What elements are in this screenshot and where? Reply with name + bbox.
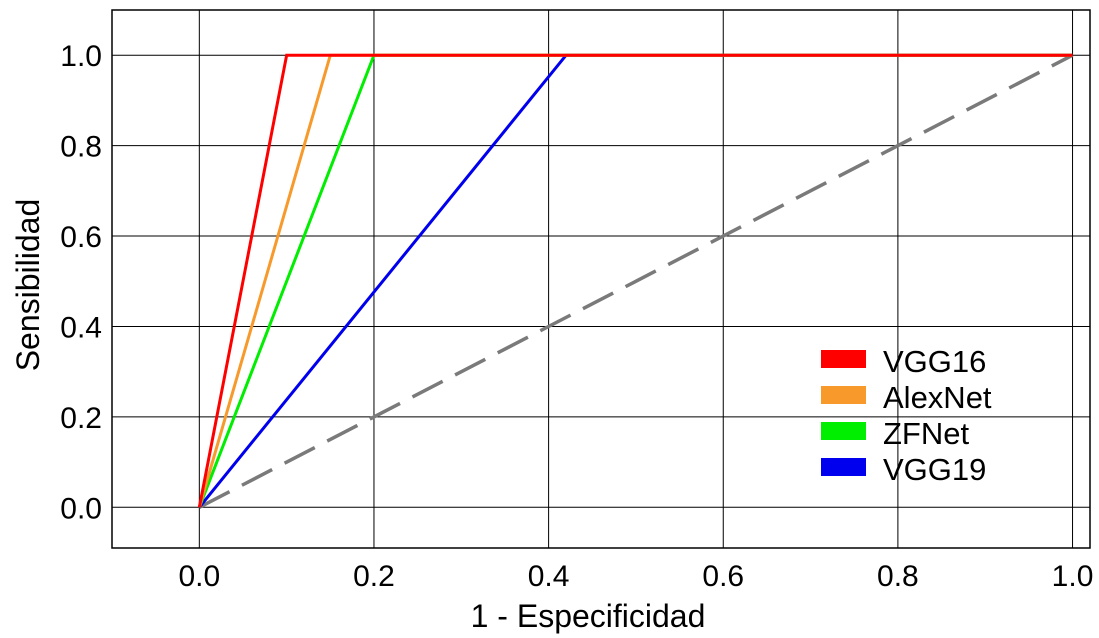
grid-lines	[112, 10, 1090, 548]
series-lines	[197, 53, 1074, 509]
legend-label-vgg19: VGG19	[883, 452, 986, 487]
x-tick-label: 0.2	[353, 560, 395, 593]
y-tick-label: 0.6	[60, 221, 102, 254]
legend-swatch-vgg16	[821, 350, 866, 368]
legend-swatch-vgg19	[821, 458, 866, 476]
x-tick-label: 0.0	[178, 560, 220, 593]
y-tick-label: 0.2	[60, 402, 102, 435]
y-tick-label: 0.4	[60, 311, 102, 344]
x-tick-label: 0.4	[528, 560, 570, 593]
legend-label-alexnet: AlexNet	[883, 380, 992, 415]
tick-labels: 0.0 0.2 0.4 0.6 0.8 1.0 0.0 0.2 0.4 0.6 0.8 1.0	[60, 40, 1093, 593]
y-axis-label: Sensibilidad	[10, 199, 46, 372]
x-axis-label: 1 - Especificidad	[471, 598, 706, 634]
legend-label-zfnet: ZFNet	[883, 416, 970, 451]
legend-swatch-alexnet	[821, 386, 866, 404]
x-tick-label: 0.8	[877, 560, 919, 593]
plot-area	[111, 9, 1091, 549]
x-tick-label: 0.6	[702, 560, 744, 593]
y-tick-label: 0.0	[60, 492, 102, 525]
reference-diagonal-line	[198, 53, 1074, 509]
y-tick-label: 1.0	[60, 40, 102, 73]
legend-label-vgg16: VGG16	[883, 344, 986, 379]
x-tick-label: 1.0	[1052, 560, 1094, 593]
y-tick-label: 0.8	[60, 131, 102, 164]
series-line-vgg16	[197, 53, 1073, 508]
legend-swatch-zfnet	[821, 422, 866, 440]
